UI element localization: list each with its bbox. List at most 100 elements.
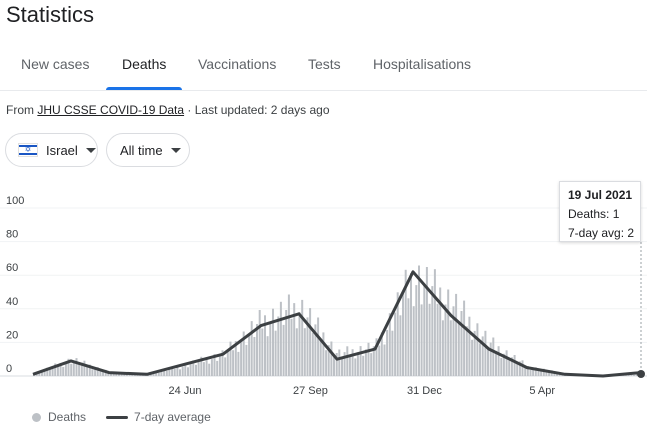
deaths-bar xyxy=(184,363,187,376)
deaths-bar xyxy=(359,346,362,376)
deaths-bar xyxy=(213,354,216,376)
y-tick-label: 20 xyxy=(6,329,18,341)
deaths-bar xyxy=(224,357,227,376)
deaths-bar xyxy=(479,343,481,376)
deaths-bar xyxy=(380,332,383,376)
tab-tests[interactable]: Tests xyxy=(308,56,341,72)
source-prefix: From xyxy=(6,103,34,117)
deaths-bar xyxy=(301,299,304,376)
tab-new-cases[interactable]: New cases xyxy=(21,56,90,72)
deaths-bar xyxy=(43,370,46,376)
deaths-bar xyxy=(56,366,59,376)
deaths-bar xyxy=(102,370,104,376)
deaths-bar xyxy=(86,366,89,376)
deaths-bar xyxy=(370,353,373,376)
x-tick-label: 27 Sep xyxy=(293,385,328,397)
legend-avg-label: 7-day average xyxy=(134,410,211,424)
y-tick-label: 0 xyxy=(6,363,12,375)
deaths-bar xyxy=(41,372,43,376)
deaths-bar xyxy=(537,370,540,376)
deaths-bar xyxy=(484,330,487,376)
deaths-bar xyxy=(195,364,197,376)
tab-deaths[interactable]: Deaths xyxy=(122,56,167,72)
deaths-bar xyxy=(481,336,484,376)
deaths-bar xyxy=(253,337,256,376)
deaths-bar xyxy=(226,350,229,376)
deaths-bar xyxy=(171,366,174,376)
deaths-bar xyxy=(107,372,110,376)
legend-deaths-label: Deaths xyxy=(48,410,87,424)
deaths-bar xyxy=(96,367,99,376)
tooltip-deaths: Deaths: 1 xyxy=(568,207,620,221)
time-range-select[interactable]: All time xyxy=(106,133,190,167)
country-select-label: Israel xyxy=(46,142,78,158)
deaths-bar xyxy=(351,349,354,376)
time-range-label: All time xyxy=(120,142,163,158)
deaths-bar xyxy=(309,308,312,376)
deaths-bar xyxy=(282,324,285,376)
deaths-bar xyxy=(364,349,367,376)
hover-point xyxy=(637,370,645,378)
tab-vaccinations[interactable]: Vaccinations xyxy=(198,56,277,72)
deaths-bar xyxy=(197,361,200,376)
deaths-bar xyxy=(317,317,320,376)
deaths-bar xyxy=(149,374,152,376)
deaths-bar xyxy=(372,346,375,376)
deaths-bar xyxy=(54,363,57,376)
deaths-bar xyxy=(635,374,638,376)
deaths-bar xyxy=(457,322,460,376)
country-select[interactable]: ✡ Israel xyxy=(5,133,98,167)
deaths-bar xyxy=(513,355,516,376)
deaths-bar xyxy=(505,350,508,376)
deaths-bar xyxy=(542,368,545,376)
deaths-bar xyxy=(295,328,298,376)
deaths-bar xyxy=(157,372,160,376)
deaths-bar xyxy=(298,312,301,376)
deaths-bar xyxy=(420,304,423,376)
deaths-bar xyxy=(545,371,548,376)
deaths-bar xyxy=(274,330,277,376)
deaths-bar xyxy=(452,306,455,376)
deaths-bar xyxy=(449,320,452,376)
deaths-bar xyxy=(232,350,235,376)
tab-hospitalisations[interactable]: Hospitalisations xyxy=(373,56,472,72)
deaths-bar xyxy=(78,364,81,376)
deaths-bar xyxy=(460,311,463,376)
deaths-bar xyxy=(256,324,258,376)
deaths-bar xyxy=(70,363,73,376)
deaths-bar xyxy=(423,285,426,376)
deaths-bar xyxy=(465,326,468,376)
x-tick-label: 31 Dec xyxy=(407,385,442,397)
deaths-bar xyxy=(630,374,633,376)
source-link[interactable]: JHU CSSE COVID-19 Data xyxy=(37,103,185,117)
deaths-bar xyxy=(91,369,94,376)
tooltip-avg: 7-day avg: 2 xyxy=(568,226,635,240)
deaths-bar xyxy=(35,373,38,376)
deaths-bar xyxy=(160,371,163,376)
deaths-bar xyxy=(396,292,399,376)
deaths-bar xyxy=(221,350,224,376)
deaths-bar xyxy=(548,370,551,376)
deaths-bar xyxy=(248,333,251,376)
deaths-bar xyxy=(508,360,511,376)
deaths-bar xyxy=(346,346,349,376)
deaths-bar xyxy=(59,362,62,376)
deaths-bar xyxy=(625,375,628,376)
deaths-bar xyxy=(240,342,243,376)
deaths-bar xyxy=(433,269,436,376)
chart-legend: Deaths 7-day average xyxy=(32,410,231,424)
deaths-bar xyxy=(187,367,189,376)
avg-swatch-icon xyxy=(106,415,129,419)
deaths-bar xyxy=(210,359,213,376)
deaths-bar xyxy=(532,368,535,376)
deaths-bar xyxy=(633,374,635,376)
deaths-bar xyxy=(500,357,503,376)
deaths-bar xyxy=(521,360,524,376)
deaths-bar xyxy=(229,341,232,376)
last-updated: · Last updated: 2 days ago xyxy=(187,103,330,117)
deaths-bar xyxy=(471,339,474,376)
deaths-bar xyxy=(455,293,458,376)
tab-bar: New cases Deaths Vaccinations Tests Hosp… xyxy=(0,48,647,91)
deaths-bar xyxy=(205,357,208,376)
